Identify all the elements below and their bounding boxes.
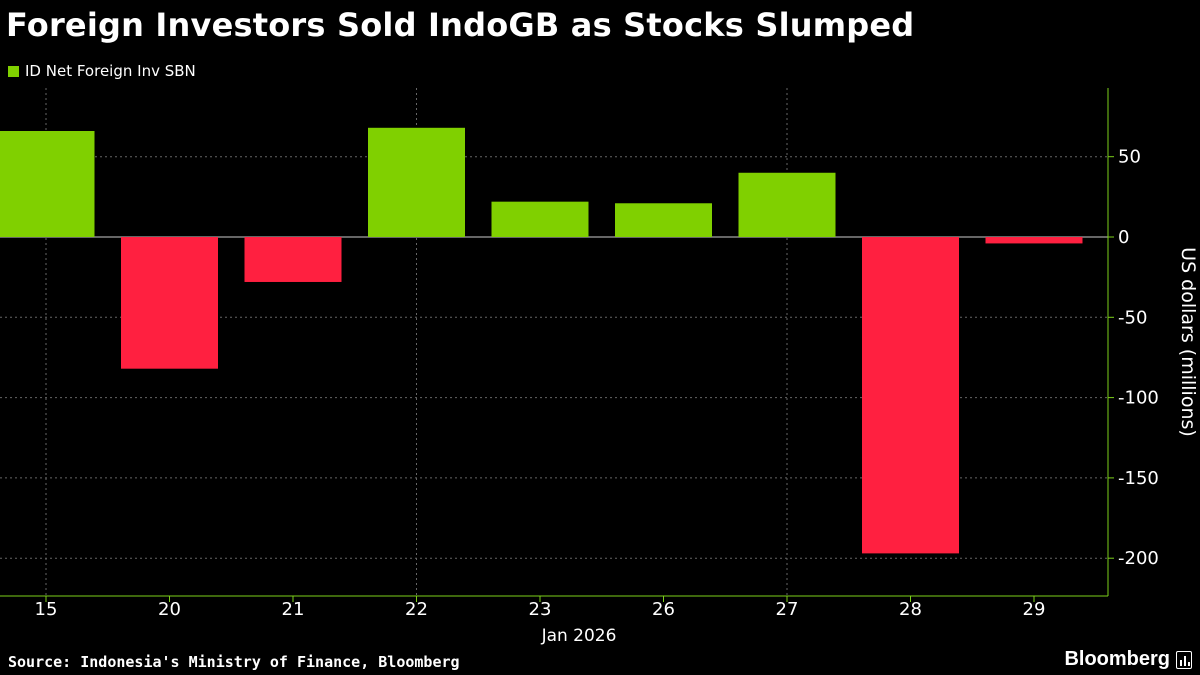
brand-name: Bloomberg <box>1064 648 1170 670</box>
axes <box>0 88 1114 602</box>
x-tick-label: 28 <box>899 599 922 620</box>
bar-22 <box>368 127 465 237</box>
x-tick-label: 22 <box>405 599 428 620</box>
x-tick-label: 20 <box>158 599 181 620</box>
x-tick-label: 15 <box>35 599 58 620</box>
brand-logo: Bloomberg <box>1064 648 1192 671</box>
bar-27 <box>738 172 836 237</box>
y-tick-label: 50 <box>1118 147 1141 168</box>
x-tick-label: 21 <box>282 599 305 620</box>
source-note: Source: Indonesia's Ministry of Finance,… <box>8 653 460 671</box>
legend-swatch <box>8 65 19 77</box>
chart-title: Foreign Investors Sold IndoGB as Stocks … <box>6 6 915 44</box>
x-tick-label: 23 <box>529 599 552 620</box>
y-tick-label: -100 <box>1118 388 1159 409</box>
y-tick-label: -50 <box>1118 307 1147 328</box>
legend-label: ID Net Foreign Inv SBN <box>25 62 196 80</box>
x-tick-label: 27 <box>776 599 799 620</box>
bar-29 <box>985 237 1083 244</box>
legend: ID Net Foreign Inv SBN <box>8 62 196 80</box>
bar-28 <box>862 237 959 554</box>
bar-chart-icon <box>1176 650 1192 669</box>
y-tick-label: 0 <box>1118 227 1129 248</box>
y-tick-label: -200 <box>1118 548 1159 569</box>
x-tick-label: 29 <box>1023 599 1046 620</box>
bar-15 <box>0 131 95 237</box>
bar-26 <box>615 203 712 237</box>
tick-labels: 50 0 -50 -100 -150 -200 15 20 21 22 23 26 27 28 29 <box>35 147 1159 620</box>
bar-20 <box>121 237 218 369</box>
y-tick-label: -150 <box>1118 468 1159 489</box>
x-tick-label: 26 <box>652 599 675 620</box>
bars <box>0 127 1083 554</box>
y-axis-title: US dollars (millions) <box>1177 247 1199 437</box>
bar-21 <box>244 237 342 282</box>
x-axis-title: Jan 2026 <box>541 626 617 646</box>
bar-23 <box>491 201 589 237</box>
